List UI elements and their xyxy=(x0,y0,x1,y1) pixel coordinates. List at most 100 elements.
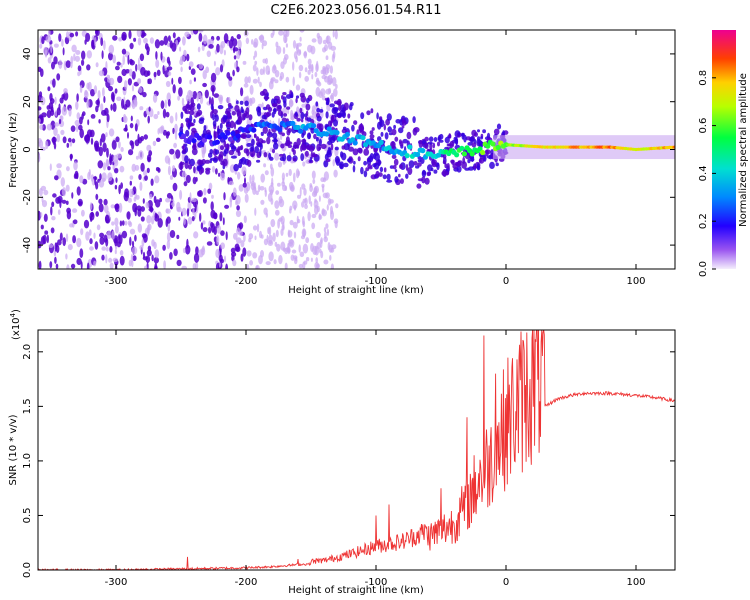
ridge-scatter xyxy=(266,136,271,145)
noise-blob xyxy=(162,108,167,119)
noise-blob xyxy=(244,76,249,84)
noise-blob xyxy=(141,238,145,247)
noise-blob xyxy=(311,213,317,219)
noise-blob xyxy=(285,43,288,48)
noise-blob xyxy=(76,186,81,196)
noise-blob xyxy=(191,216,195,222)
noise-blob xyxy=(176,234,180,240)
noise-blob xyxy=(137,78,142,85)
noise-blob xyxy=(324,44,328,52)
noise-blob xyxy=(40,96,46,106)
noise-blob xyxy=(121,98,125,109)
noise-blob xyxy=(171,202,175,208)
ridge-point xyxy=(222,134,228,140)
noise-blob xyxy=(334,220,338,229)
ridge-scatter xyxy=(386,179,393,183)
ridge-scatter xyxy=(452,163,458,169)
noise-blob xyxy=(55,263,59,269)
noise-blob xyxy=(174,123,178,133)
noise-blob xyxy=(192,207,195,216)
noise-blob xyxy=(132,202,138,213)
noise-blob xyxy=(235,210,242,218)
noise-blob xyxy=(130,115,133,122)
noise-blob xyxy=(146,249,152,257)
ridge-scatter xyxy=(422,170,427,175)
noise-blob xyxy=(124,80,128,90)
ridge-point xyxy=(227,136,233,142)
noise-blob xyxy=(183,217,186,225)
noise-blob xyxy=(134,164,140,171)
y-tick-label: 40 xyxy=(22,48,33,61)
ridge-scatter xyxy=(301,132,305,139)
noise-blob xyxy=(275,190,280,196)
noise-blob xyxy=(185,244,191,255)
noise-blob xyxy=(61,106,68,116)
spectrogram-x-label: Height of straight line (km) xyxy=(288,285,424,296)
ridge-scatter xyxy=(266,111,272,117)
noise-blob xyxy=(245,37,250,45)
noise-blob xyxy=(150,178,154,186)
y-tick-label: 0.0 xyxy=(22,562,33,578)
ridge-scatter xyxy=(477,129,480,133)
noise-blob xyxy=(103,96,106,103)
ridge-scatter xyxy=(367,164,373,168)
x-tick-label: 100 xyxy=(626,577,645,588)
noise-blob xyxy=(42,234,47,245)
noise-blob xyxy=(320,177,325,183)
noise-blob xyxy=(225,231,228,241)
noise-blob xyxy=(153,113,159,120)
noise-blob xyxy=(282,47,286,55)
ridge-scatter xyxy=(442,160,446,165)
noise-blob xyxy=(270,167,275,177)
noise-blob xyxy=(86,98,90,109)
ridge-scatter xyxy=(306,97,310,104)
noise-blob xyxy=(287,230,293,238)
noise-blob xyxy=(249,174,252,184)
noise-blob xyxy=(56,133,61,143)
ridge-scatter xyxy=(352,165,356,173)
noise-blob xyxy=(156,137,161,142)
noise-blob xyxy=(57,195,63,204)
ridge-scatter xyxy=(457,160,462,167)
noise-blob xyxy=(297,219,301,224)
ridge-point xyxy=(477,146,483,152)
noise-blob xyxy=(288,239,294,245)
noise-blob xyxy=(169,230,176,238)
noise-blob xyxy=(199,212,202,222)
ridge-scatter xyxy=(482,129,486,134)
noise-blob xyxy=(129,58,133,65)
noise-blob xyxy=(137,133,140,143)
noise-blob xyxy=(325,88,332,95)
noise-blob xyxy=(100,37,104,46)
noise-blob xyxy=(245,181,251,192)
noise-blob xyxy=(174,130,178,141)
ridge-point xyxy=(207,134,213,140)
noise-blob xyxy=(114,184,118,190)
ridge-scatter xyxy=(428,136,434,142)
colorbar-tick-label: 0.8 xyxy=(698,70,709,86)
ridge-scatter xyxy=(253,133,257,139)
noise-blob xyxy=(312,178,316,184)
ridge-scatter xyxy=(352,148,359,156)
ridge-scatter xyxy=(234,105,240,112)
noise-blob xyxy=(162,65,165,75)
noise-blob xyxy=(108,85,113,92)
snr-y-scale: (x104) xyxy=(9,309,22,340)
noise-blob xyxy=(331,53,335,63)
noise-blob xyxy=(125,69,130,74)
ridge-scatter xyxy=(366,110,371,116)
noise-blob xyxy=(330,92,334,102)
noise-blob xyxy=(128,30,132,40)
ridge-scatter xyxy=(373,162,380,170)
noise-blob xyxy=(317,81,322,87)
ridge-scatter xyxy=(389,165,394,169)
noise-blob xyxy=(190,68,196,75)
ridge-scatter xyxy=(246,142,253,147)
ridge-scatter xyxy=(217,105,224,110)
ridge-scatter xyxy=(305,103,311,111)
noise-blob xyxy=(71,138,76,144)
noise-blob xyxy=(60,177,65,187)
ridge-scatter xyxy=(316,143,321,152)
noise-blob xyxy=(81,59,85,66)
noise-blob xyxy=(119,250,124,256)
